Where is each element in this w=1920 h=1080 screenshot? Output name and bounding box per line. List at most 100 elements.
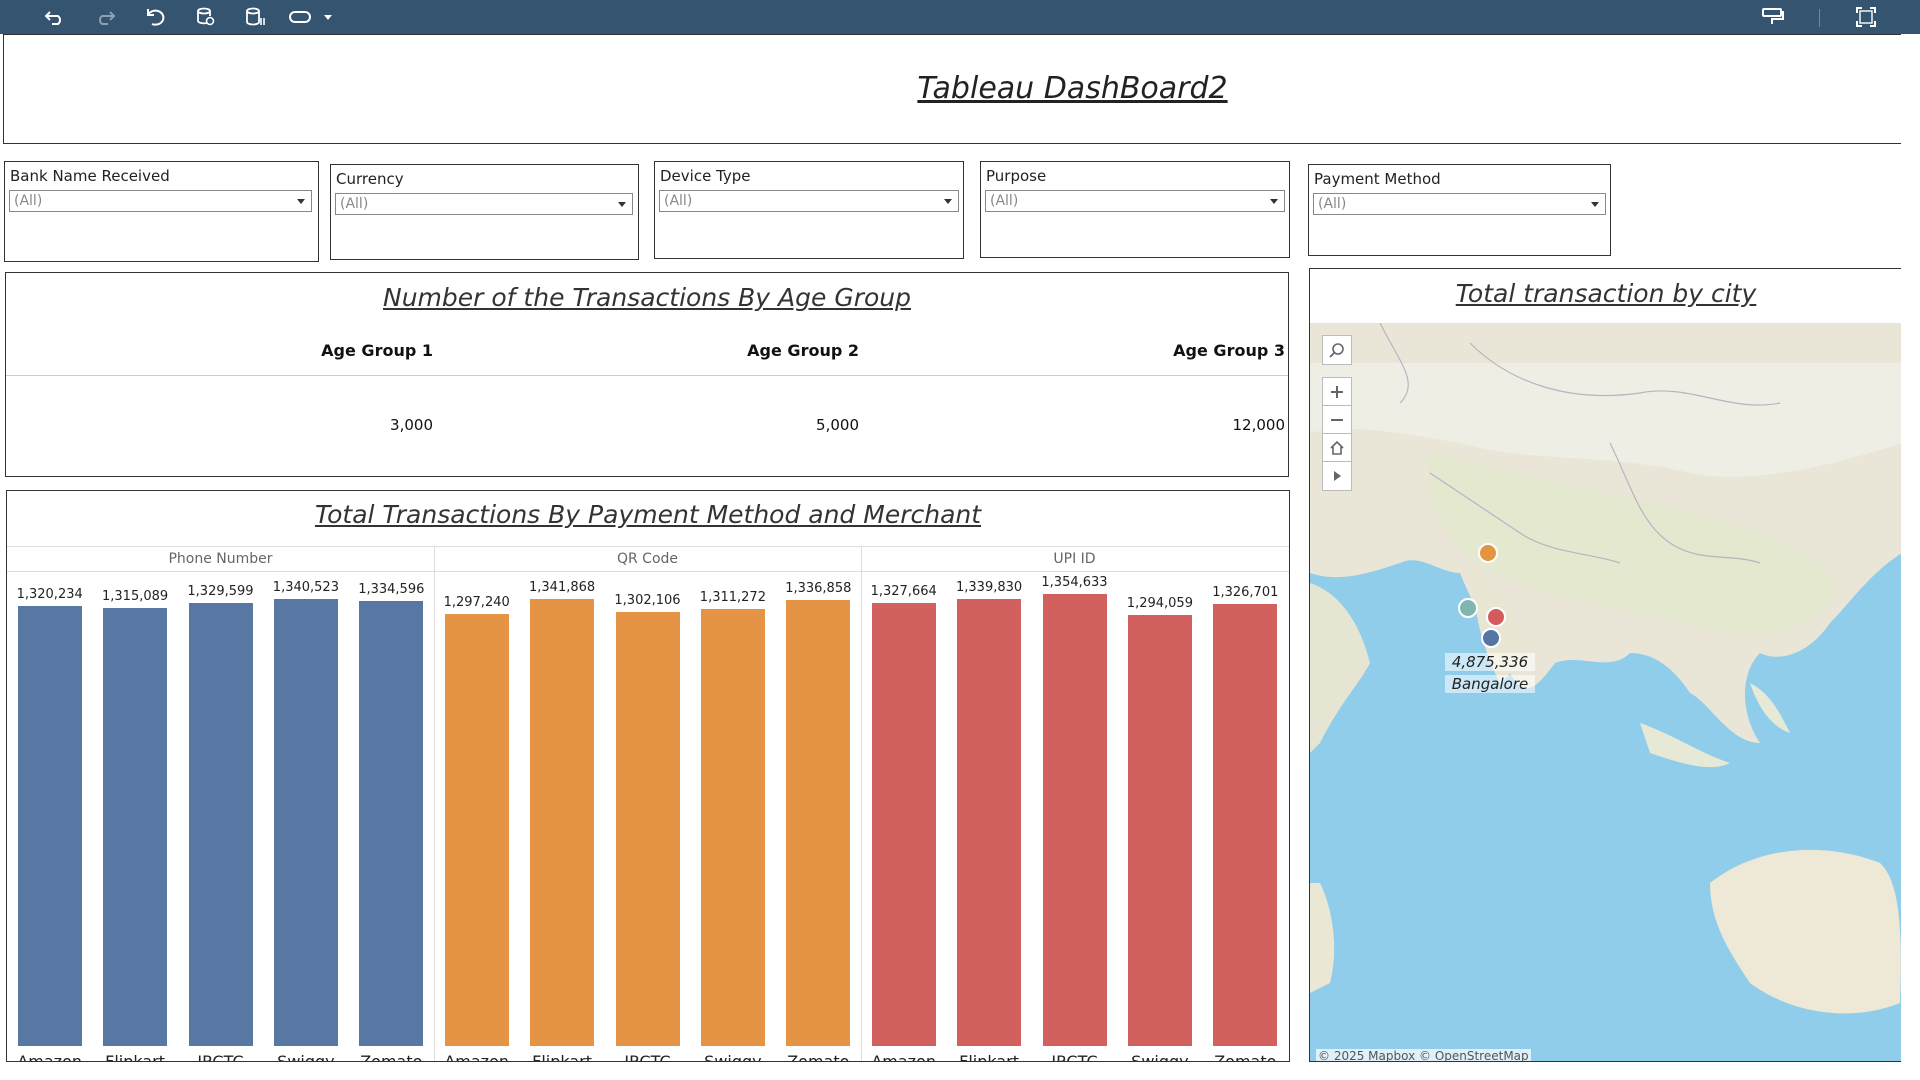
filter-label: Device Type xyxy=(660,167,751,185)
bar-upi-id-flipkart[interactable] xyxy=(957,599,1022,1046)
pause-updates-icon[interactable] xyxy=(240,3,270,31)
pane-header-line xyxy=(7,546,1289,547)
bar-upi-id-irctc[interactable] xyxy=(1042,594,1107,1046)
present-mode-icon[interactable] xyxy=(285,3,315,31)
bar-value-label: 1,340,523 xyxy=(272,580,339,596)
filter-dropdown[interactable]: (All) xyxy=(985,190,1285,212)
format-painter-icon[interactable] xyxy=(1758,3,1788,31)
redo-icon[interactable] xyxy=(90,3,120,31)
fullscreen-icon[interactable] xyxy=(1851,3,1881,31)
category-tick-label: IRCTC xyxy=(197,1052,244,1062)
age-group-title: Number of the Transactions By Age Group xyxy=(383,283,911,312)
map-panel: Total transaction by city xyxy=(1309,268,1901,1062)
category-tick-label: Zomato xyxy=(360,1052,423,1062)
pane-divider xyxy=(434,546,435,1061)
toolbar-separator xyxy=(1819,9,1820,27)
map-canvas[interactable]: 4,875,336 Bangalore © 2025 Mapbox © Open… xyxy=(1310,323,1901,1062)
chevron-down-icon xyxy=(297,199,305,204)
filter-value: (All) xyxy=(990,193,1019,209)
city-marker[interactable] xyxy=(1478,543,1498,563)
filter-dropdown[interactable]: (All) xyxy=(9,190,312,212)
bar-value-label: 1,315,089 xyxy=(102,588,169,604)
city-marker[interactable] xyxy=(1481,628,1501,648)
table-divider xyxy=(6,375,1288,376)
bar-phone-number-swiggy[interactable] xyxy=(273,599,338,1046)
dropdown-icon[interactable] xyxy=(316,3,340,31)
bar-value-label: 1,320,234 xyxy=(16,586,83,602)
category-tick-label: Zomato xyxy=(787,1052,850,1062)
bar-qr-code-irctc[interactable] xyxy=(615,611,680,1046)
category-tick-label: Swiggy xyxy=(704,1052,762,1062)
bar-qr-code-zomato[interactable] xyxy=(786,600,851,1046)
category-tick-label: Amazon xyxy=(444,1052,510,1062)
bar-phone-number-irctc[interactable] xyxy=(188,602,253,1046)
age-group-header: Age Group 3 xyxy=(1173,341,1285,360)
pane-header: Phone Number xyxy=(168,551,273,567)
bar-value-label: 1,326,701 xyxy=(1212,584,1279,600)
filter-dropdown[interactable]: (All) xyxy=(659,190,959,212)
age-group-value: 5,000 xyxy=(816,416,859,434)
dashboard-title: Tableau DashBoard2 xyxy=(917,71,1228,106)
revert-icon[interactable] xyxy=(140,3,170,31)
filter-value: (All) xyxy=(1318,196,1347,212)
bar-upi-id-swiggy[interactable] xyxy=(1127,614,1192,1046)
filter-device-type: Device Type (All) xyxy=(654,161,964,259)
age-group-header: Age Group 1 xyxy=(321,341,433,360)
bar-value-label: 1,354,633 xyxy=(1041,575,1108,591)
bar-value-label: 1,294,059 xyxy=(1126,595,1193,611)
undo-icon[interactable] xyxy=(40,3,70,31)
expand-toolbar-icon[interactable] xyxy=(1322,461,1352,491)
map-city-name: Bangalore xyxy=(1445,675,1535,693)
bar-phone-number-amazon[interactable] xyxy=(17,605,82,1046)
city-marker[interactable] xyxy=(1486,607,1506,627)
bar-upi-id-zomato[interactable] xyxy=(1213,603,1278,1046)
chevron-down-icon xyxy=(1591,202,1599,207)
category-tick-label: Zomato xyxy=(1214,1052,1277,1062)
zoom-out-icon[interactable] xyxy=(1322,405,1352,435)
category-tick-label: Swiggy xyxy=(1131,1052,1189,1062)
pane-header: UPI ID xyxy=(1053,551,1096,567)
bar-phone-number-flipkart[interactable] xyxy=(103,607,168,1046)
home-icon[interactable] xyxy=(1322,433,1352,463)
filter-label: Bank Name Received xyxy=(10,167,170,185)
bar-upi-id-amazon[interactable] xyxy=(871,603,936,1046)
filter-purpose: Purpose (All) xyxy=(980,161,1290,258)
city-marker[interactable] xyxy=(1458,598,1478,618)
category-tick-label: Flipkart xyxy=(532,1052,593,1062)
dashboard-title-frame: Tableau DashBoard2 xyxy=(3,34,1901,144)
map-search-icon[interactable] xyxy=(1322,335,1352,365)
filter-dropdown[interactable]: (All) xyxy=(1313,193,1606,215)
map-city-value: 4,875,336 xyxy=(1445,653,1535,671)
age-group-panel: Number of the Transactions By Age Group … xyxy=(5,272,1289,477)
category-tick-label: IRCTC xyxy=(1051,1052,1098,1062)
filter-value: (All) xyxy=(340,196,369,212)
refresh-data-icon[interactable] xyxy=(190,3,220,31)
pane-header: QR Code xyxy=(616,551,679,567)
filter-label: Payment Method xyxy=(1314,170,1441,188)
filter-value: (All) xyxy=(14,193,43,209)
filter-label: Currency xyxy=(336,170,404,188)
age-group-header: Age Group 2 xyxy=(747,341,859,360)
bar-value-label: 1,341,868 xyxy=(529,579,596,595)
pane-divider xyxy=(861,546,862,1061)
category-tick-label: Amazon xyxy=(871,1052,937,1062)
filter-bank-name: Bank Name Received (All) xyxy=(4,161,319,262)
chevron-down-icon xyxy=(618,202,626,207)
map-attribution: © 2025 Mapbox © OpenStreetMap xyxy=(1316,1049,1531,1062)
bar-qr-code-amazon[interactable] xyxy=(444,613,509,1046)
bar-qr-code-swiggy[interactable] xyxy=(700,608,765,1046)
chevron-down-icon xyxy=(1270,199,1278,204)
bar-phone-number-zomato[interactable] xyxy=(359,601,424,1046)
zoom-in-icon[interactable] xyxy=(1322,377,1352,407)
chevron-down-icon xyxy=(944,199,952,204)
category-tick-label: Swiggy xyxy=(277,1052,335,1062)
bar-value-label: 1,327,664 xyxy=(870,584,937,600)
bar-value-label: 1,311,272 xyxy=(699,589,766,605)
filter-currency: Currency (All) xyxy=(330,164,639,260)
filter-dropdown[interactable]: (All) xyxy=(335,193,633,215)
bar-qr-code-flipkart[interactable] xyxy=(530,598,595,1046)
pane-header-line xyxy=(7,571,1289,572)
filter-payment-method: Payment Method (All) xyxy=(1308,164,1611,256)
category-tick-label: Flipkart xyxy=(105,1052,166,1062)
bar-chart-panel: Total Transactions By Payment Method and… xyxy=(6,490,1290,1062)
